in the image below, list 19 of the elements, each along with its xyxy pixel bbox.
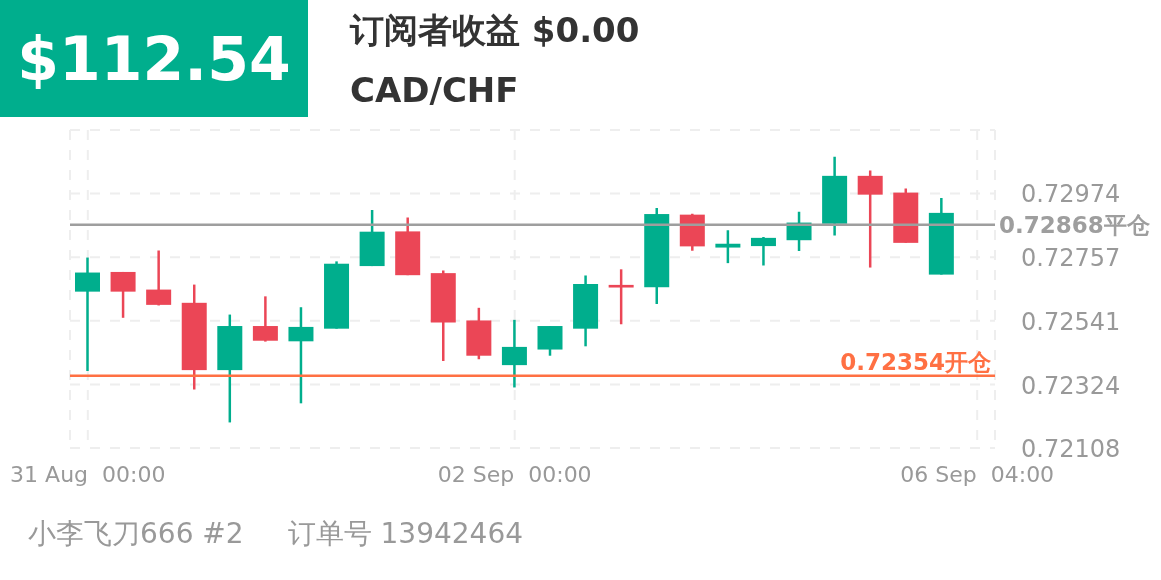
candlestick <box>608 268 634 326</box>
y-tick-label: 0.72108 <box>1021 435 1121 463</box>
y-tick-label: 0.72324 <box>1021 371 1121 400</box>
ref-line-label: 0.72868平仓 <box>999 211 1151 238</box>
x-tick-label: 02 Sep 00:00 <box>437 462 592 487</box>
x-tick-label: 06 Sep 04:00 <box>900 462 1055 487</box>
chart-title: 订阅者收益 $0.00 <box>350 9 640 52</box>
ref-line-label: 0.72354开仓 <box>840 348 992 375</box>
y-tick-label: 0.72541 <box>1021 307 1121 336</box>
candlestick <box>715 228 741 265</box>
candlestick <box>750 235 776 267</box>
x-tick-label: 31 Aug 00:00 <box>10 462 166 487</box>
chart-subtitle: CAD/CHF <box>350 70 519 110</box>
text: 订单号 13942464 <box>287 517 524 550</box>
text: $112.54 <box>0 0 308 117</box>
y-tick-label: 0.72974 <box>1021 180 1121 209</box>
text: 小李飞刀666 #2 <box>28 517 244 550</box>
candlestick <box>288 305 314 405</box>
y-tick-label: 0.72757 <box>1021 244 1121 273</box>
